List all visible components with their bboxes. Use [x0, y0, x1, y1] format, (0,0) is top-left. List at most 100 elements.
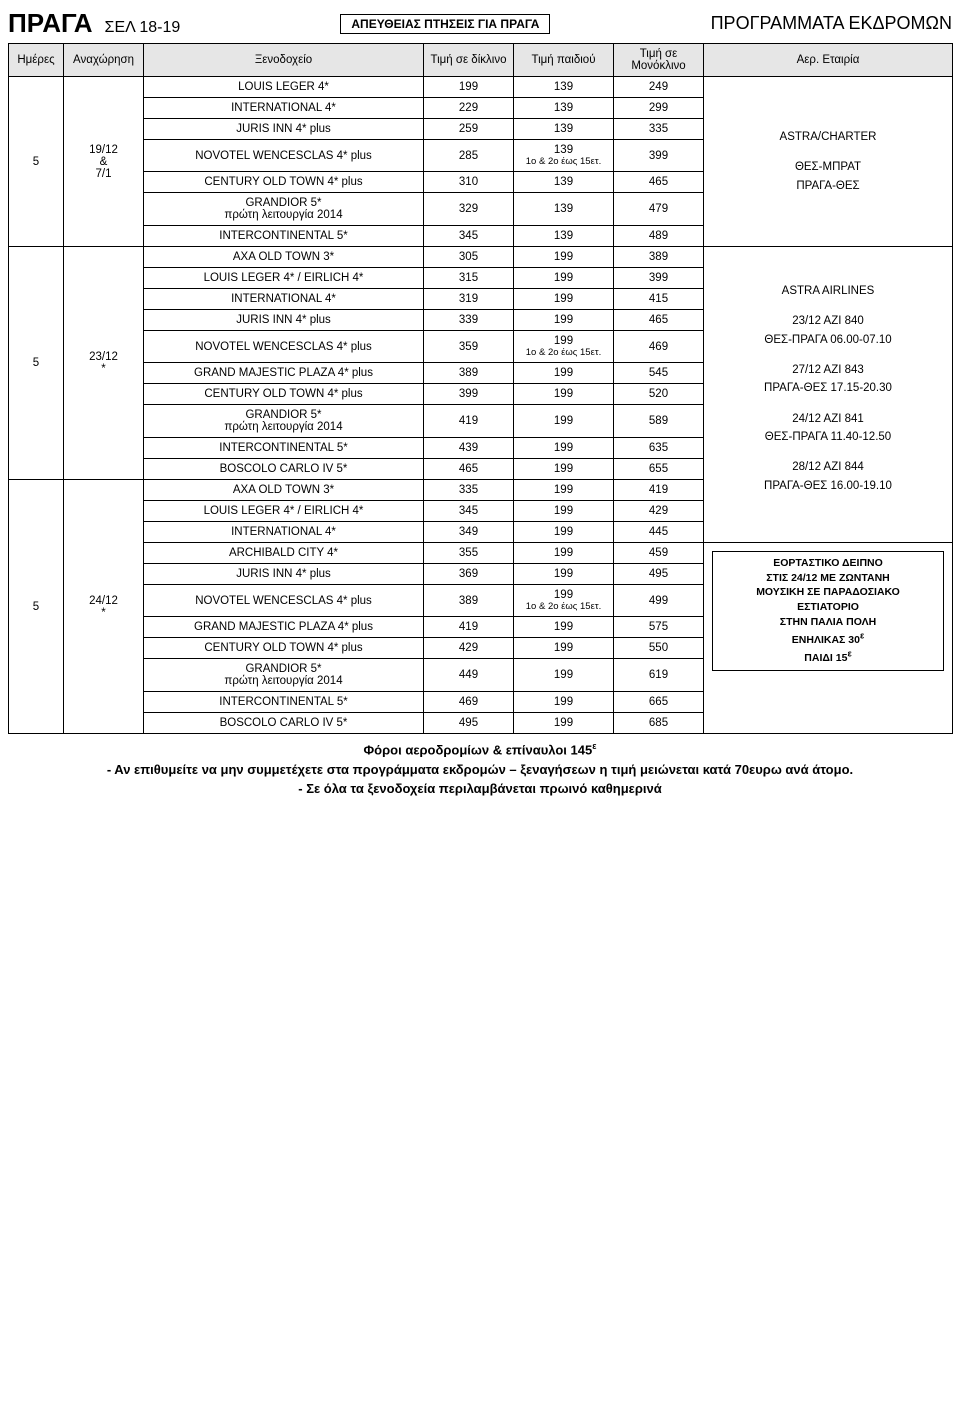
price-double: 339 — [424, 310, 514, 331]
price-child-note: 1ο & 2ο έως 15ετ. — [518, 156, 609, 167]
col-airline: Αερ. Εταιρία — [704, 44, 953, 77]
flight-info: 28/12 AZI 844 — [708, 458, 948, 476]
hotel-main: GRANDIOR 5* — [245, 409, 321, 421]
price-child-value: 199 — [518, 335, 609, 347]
price-single: 589 — [614, 405, 704, 438]
table-row: 5 23/12 * AXA OLD TOWN 3* 305 199 389 AS… — [9, 247, 953, 268]
price-single: 685 — [614, 713, 704, 734]
header-left: ΠΡΑΓΑ ΣΕΛ 18-19 — [8, 8, 180, 39]
hotel-name: LOUIS LEGER 4* / EIRLICH 4* — [144, 501, 424, 522]
price-child: 199 1ο & 2ο έως 15ετ. — [514, 585, 614, 617]
price-single: 520 — [614, 384, 704, 405]
price-child: 199 — [514, 459, 614, 480]
price-single: 399 — [614, 140, 704, 172]
price-double: 305 — [424, 247, 514, 268]
title-main: ΠΡΑΓΑ — [8, 8, 93, 39]
hotel-name: BOSCOLO CARLO IV 5* — [144, 459, 424, 480]
footer-currency: ε — [592, 741, 596, 751]
price-single: 415 — [614, 289, 704, 310]
price-single: 445 — [614, 522, 704, 543]
col-hotel: Ξενοδοχείο — [144, 44, 424, 77]
price-single: 489 — [614, 226, 704, 247]
price-child-note: 1ο & 2ο έως 15ετ. — [518, 347, 609, 358]
note-line: ΣΤΗΝ ΠΑΛΙΑ ΠΟΛΗ — [780, 616, 876, 628]
price-double: 285 — [424, 140, 514, 172]
table-header-row: Ημέρες Αναχώρηση Ξενοδοχείο Τιμή σε δίκλ… — [9, 44, 953, 77]
price-single: 389 — [614, 247, 704, 268]
price-child: 199 — [514, 617, 614, 638]
price-double: 469 — [424, 692, 514, 713]
price-double: 465 — [424, 459, 514, 480]
price-child: 199 — [514, 543, 614, 564]
price-double: 439 — [424, 438, 514, 459]
hotel-name: JURIS INN 4* plus — [144, 310, 424, 331]
price-single: 429 — [614, 501, 704, 522]
price-child: 199 — [514, 659, 614, 692]
hotel-name: BOSCOLO CARLO IV 5* — [144, 713, 424, 734]
hotel-name: GRAND MAJESTIC PLAZA 4* plus — [144, 617, 424, 638]
price-double: 355 — [424, 543, 514, 564]
price-single: 469 — [614, 331, 704, 363]
price-child: 199 — [514, 310, 614, 331]
hotel-name: GRANDIOR 5* πρώτη λειτουργία 2014 — [144, 659, 424, 692]
col-price-child: Τιμή παιδιού — [514, 44, 614, 77]
price-child: 199 — [514, 564, 614, 585]
hotel-name: GRAND MAJESTIC PLAZA 4* plus — [144, 363, 424, 384]
col-price-single: Τιμή σε Μονόκλινο — [614, 44, 704, 77]
days-cell: 5 — [9, 77, 64, 247]
price-child: 199 — [514, 438, 614, 459]
title-sub: ΣΕΛ 18-19 — [105, 19, 181, 37]
note-price-adult: ΕΝΗΛΙΚΑΣ 30 — [792, 634, 860, 646]
price-child: 199 — [514, 480, 614, 501]
footer: Φόροι αεροδρομίων & επίναυλοι 145ε - Αν … — [8, 740, 952, 799]
note-line: ΕΣΤΙΑΤΟΡΙΟ — [797, 601, 859, 613]
flight-info: 24/12 AZI 841 — [708, 410, 948, 428]
hotel-sub: πρώτη λειτουργία 2014 — [224, 421, 342, 433]
dinner-note-box: ΕΟΡΤΑΣΤΙΚΟ ΔΕΙΠΝΟ ΣΤΙΣ 24/12 ΜΕ ΖΩΝΤΑΝΗ … — [712, 551, 944, 671]
price-double: 315 — [424, 268, 514, 289]
flight-info: 23/12 AZI 840 — [708, 312, 948, 330]
airline-cell: ASTRA/CHARTER ΘΕΣ-ΜΠΡΑΤ ΠΡΑΓΑ-ΘΕΣ — [704, 77, 953, 247]
price-double: 229 — [424, 98, 514, 119]
price-single: 299 — [614, 98, 704, 119]
price-single: 419 — [614, 480, 704, 501]
hotel-name: INTERNATIONAL 4* — [144, 289, 424, 310]
flight-info: ΘΕΣ-ΠΡΑΓΑ 06.00-07.10 — [708, 331, 948, 349]
page-header: ΠΡΑΓΑ ΣΕΛ 18-19 ΑΠΕΥΘΕΙΑΣ ΠΤΗΣΕΙΣ ΓΙΑ ΠΡ… — [8, 8, 952, 39]
col-price-double: Τιμή σε δίκλινο — [424, 44, 514, 77]
price-single: 635 — [614, 438, 704, 459]
hotel-name: LOUIS LEGER 4* — [144, 77, 424, 98]
footer-note-1: - Αν επιθυμείτε να μην συμμετέχετε στα π… — [8, 760, 952, 780]
footer-fees: Φόροι αεροδρομίων & επίναυλοι 145 — [364, 742, 593, 757]
note-currency: ε — [847, 649, 851, 659]
price-double: 419 — [424, 617, 514, 638]
note-cell: ΕΟΡΤΑΣΤΙΚΟ ΔΕΙΠΝΟ ΣΤΙΣ 24/12 ΜΕ ΖΩΝΤΑΝΗ … — [704, 543, 953, 734]
hotel-name: LOUIS LEGER 4* / EIRLICH 4* — [144, 268, 424, 289]
price-single: 335 — [614, 119, 704, 140]
hotel-name: JURIS INN 4* plus — [144, 119, 424, 140]
price-double: 310 — [424, 172, 514, 193]
hotel-name: INTERNATIONAL 4* — [144, 522, 424, 543]
price-single: 499 — [614, 585, 704, 617]
banner: ΑΠΕΥΘΕΙΑΣ ΠΤΗΣΕΙΣ ΓΙΑ ΠΡΑΓΑ — [340, 14, 550, 34]
hotel-name: CENTURY OLD TOWN 4* plus — [144, 638, 424, 659]
days-cell: 5 — [9, 247, 64, 480]
price-double: 429 — [424, 638, 514, 659]
price-child: 139 — [514, 119, 614, 140]
price-double: 319 — [424, 289, 514, 310]
price-double: 399 — [424, 384, 514, 405]
hotel-name: ARCHIBALD CITY 4* — [144, 543, 424, 564]
hotel-name: NOVOTEL WENCESCLAS 4* plus — [144, 331, 424, 363]
price-child: 199 — [514, 692, 614, 713]
flight-info: ΠΡΑΓΑ-ΘΕΣ 17.15-20.30 — [708, 379, 948, 397]
hotel-name: AXA OLD TOWN 3* — [144, 480, 424, 501]
price-double: 369 — [424, 564, 514, 585]
hotel-name: INTERNATIONAL 4* — [144, 98, 424, 119]
footer-note-2: - Σε όλα τα ξενοδοχεία περιλαμβάνεται πρ… — [8, 779, 952, 799]
hotel-name: INTERCONTINENTAL 5* — [144, 438, 424, 459]
price-single: 399 — [614, 268, 704, 289]
price-child-value: 139 — [518, 144, 609, 156]
price-double: 449 — [424, 659, 514, 692]
airline-cell: ASTRA AIRLINES 23/12 AZI 840 ΘΕΣ-ΠΡΑΓΑ 0… — [704, 247, 953, 543]
airline-name: ASTRA/CHARTER — [708, 128, 948, 146]
